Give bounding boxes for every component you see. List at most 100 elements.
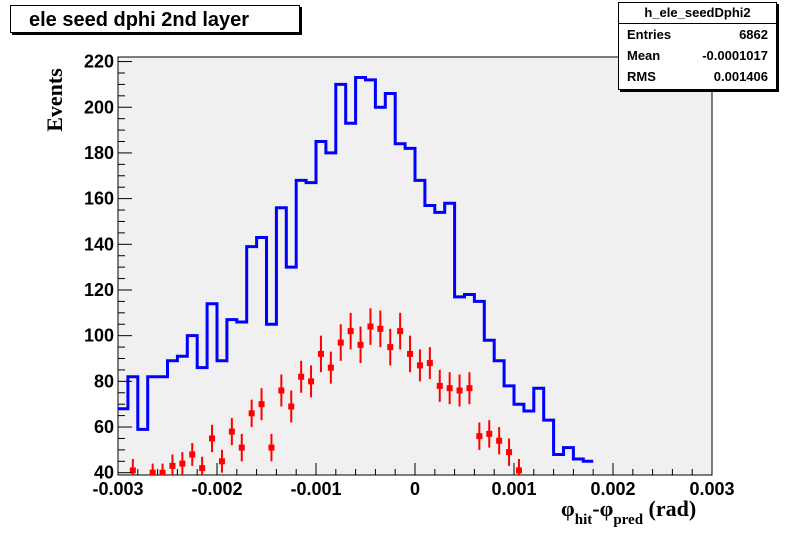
error-point (496, 427, 503, 455)
error-point (515, 459, 522, 475)
error-point (387, 328, 394, 366)
error-point (129, 459, 136, 475)
data-marker (199, 465, 206, 472)
error-point (367, 308, 374, 345)
x-label-phi-hit: φ (561, 496, 575, 521)
stats-value: 0.001406 (713, 69, 768, 84)
data-marker (397, 328, 404, 335)
data-marker (416, 362, 423, 369)
data-marker (496, 437, 503, 444)
error-point (327, 351, 334, 384)
data-marker (248, 410, 255, 417)
data-marker (268, 444, 275, 451)
stats-value: 6862 (739, 27, 768, 42)
y-tick-label: 140 (84, 234, 114, 254)
data-marker (129, 467, 136, 474)
error-point (159, 463, 166, 476)
error-point (248, 399, 255, 428)
x-tick-label: 0.002 (590, 479, 635, 499)
y-tick-label: 160 (84, 189, 114, 209)
data-marker (298, 373, 305, 380)
error-point (357, 326, 364, 364)
data-marker (337, 339, 344, 346)
error-point (436, 369, 443, 402)
x-label-unit: (rad) (643, 496, 696, 521)
y-tick-label: 100 (84, 326, 114, 346)
error-point (228, 417, 235, 446)
error-point (288, 390, 295, 423)
data-marker (238, 444, 245, 451)
data-marker (278, 387, 285, 394)
data-marker (446, 385, 453, 392)
stats-row-mean: Mean -0.0001017 (619, 45, 776, 66)
error-point (397, 312, 404, 350)
error-point (238, 433, 245, 462)
data-marker (506, 449, 513, 456)
error-point (298, 360, 305, 393)
y-axis-label: Events (42, 68, 67, 132)
x-tick-label: -0.001 (290, 479, 341, 499)
x-tick-label: 0.003 (689, 479, 734, 499)
data-marker (486, 430, 493, 437)
x-label-dash: - (592, 496, 599, 521)
data-marker (436, 382, 443, 389)
error-point (476, 422, 483, 450)
data-marker (189, 451, 196, 458)
error-point (377, 310, 384, 348)
red-error-points (129, 308, 522, 476)
error-point (407, 335, 414, 373)
data-marker (179, 460, 186, 467)
data-marker (387, 344, 394, 351)
data-marker (218, 458, 225, 465)
data-marker (258, 401, 265, 408)
error-point (456, 374, 463, 407)
x-axis-label: φhit-φpred (rad) (561, 496, 696, 528)
data-marker (228, 428, 235, 435)
error-point (506, 438, 513, 466)
error-point (466, 372, 473, 405)
stats-histogram-name: h_ele_seedDphi2 (619, 3, 776, 24)
x-tick-label: 0.001 (491, 479, 536, 499)
stats-label: RMS (627, 69, 656, 84)
x-label-sub-pred: pred (613, 512, 643, 528)
x-label-phi-pred: φ (600, 496, 614, 521)
data-marker (476, 433, 483, 440)
y-tick-label: 120 (84, 280, 114, 300)
x-tick-label: -0.002 (191, 479, 242, 499)
error-point (278, 374, 285, 407)
error-point (258, 388, 265, 421)
x-tick-label: 0 (410, 479, 420, 499)
y-tick-label: 180 (84, 143, 114, 163)
data-marker (466, 385, 473, 392)
data-marker (357, 341, 364, 348)
error-point (268, 433, 275, 462)
data-marker (317, 350, 324, 357)
x-tick-label: -0.003 (92, 479, 143, 499)
error-point (337, 324, 344, 361)
data-marker (456, 387, 463, 394)
stats-row-entries: Entries 6862 (619, 24, 776, 45)
y-tick-label: 200 (84, 97, 114, 117)
data-marker (209, 435, 216, 442)
stats-box: h_ele_seedDphi2 Entries 6862 Mean -0.000… (618, 2, 777, 90)
error-point (189, 443, 196, 466)
blue-histogram (118, 76, 594, 463)
data-marker (515, 467, 522, 474)
data-marker (149, 469, 156, 476)
y-tick-label: 220 (84, 52, 114, 72)
data-marker (407, 350, 414, 357)
axes: -0.003 -0.002 -0.001 0 0.001 0.002 0.003 40 60 80… (84, 52, 735, 499)
error-point (426, 347, 433, 380)
histogram-step-line (118, 76, 594, 463)
error-point (347, 312, 354, 350)
y-tick-label: 80 (94, 371, 114, 391)
error-point (308, 365, 315, 398)
stats-row-rms: RMS 0.001406 (619, 66, 776, 87)
data-marker (327, 364, 334, 371)
data-marker (377, 325, 384, 332)
error-point (169, 454, 176, 475)
data-marker (308, 378, 315, 385)
error-point (416, 349, 423, 382)
error-point (446, 372, 453, 405)
